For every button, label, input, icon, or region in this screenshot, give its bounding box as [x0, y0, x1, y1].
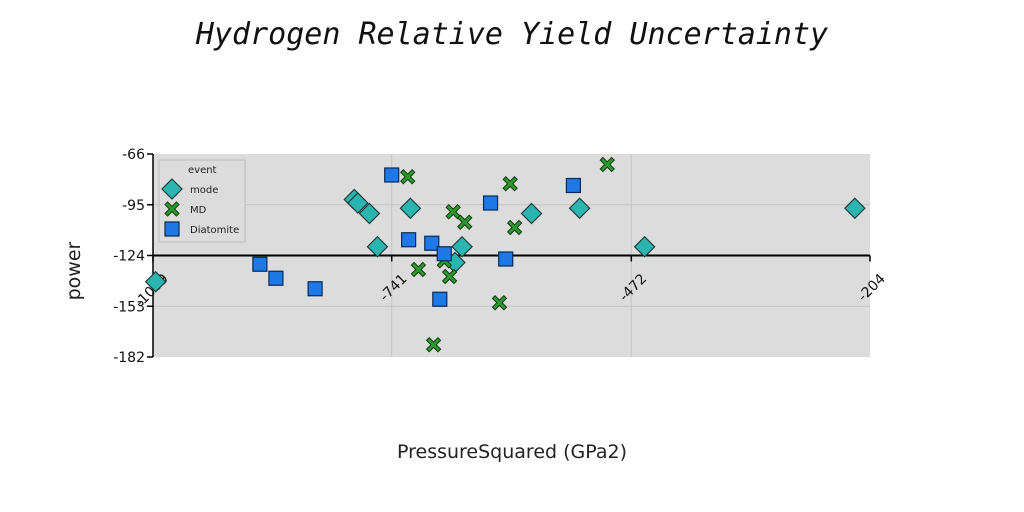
md-point	[425, 337, 442, 353]
legend-title: event	[188, 165, 217, 176]
mode-point	[520, 202, 543, 225]
diatomite-point	[432, 291, 448, 307]
legend: event mode MD Diatomite	[158, 159, 246, 243]
diatomite-point	[401, 232, 417, 248]
md-point	[445, 204, 461, 220]
legend-md-label: MD	[190, 205, 207, 216]
md-point	[457, 214, 473, 230]
md-point	[502, 176, 518, 192]
md-point	[599, 156, 615, 173]
mode-point	[633, 235, 656, 258]
y-axis-label: power	[63, 241, 85, 300]
md-point	[491, 295, 508, 311]
mode-point	[144, 270, 167, 293]
y-tick-label: -66	[122, 147, 145, 163]
data-points	[144, 156, 866, 353]
mode-point	[844, 197, 866, 220]
diatomite-point	[268, 270, 284, 286]
mode-point	[568, 197, 591, 220]
diatomite-point	[482, 195, 499, 211]
md-point	[441, 268, 458, 285]
legend-diatomite-label: Diatomite	[190, 225, 239, 236]
diatomite-point	[424, 235, 440, 251]
legend-mode-label: mode	[190, 185, 218, 196]
md-point	[400, 169, 416, 185]
mode-point	[451, 235, 473, 258]
mode-point	[366, 235, 389, 258]
y-tick-label: -153	[113, 299, 145, 315]
md-point	[506, 219, 523, 236]
y-tick-label: -182	[113, 350, 145, 366]
diatomite-point	[384, 167, 400, 183]
diatomite-point	[252, 256, 268, 272]
legend-md-marker	[164, 201, 180, 217]
y-tick-label: -124	[113, 249, 145, 265]
mode-point	[358, 202, 381, 225]
md-point	[410, 261, 427, 278]
mode-point	[399, 197, 422, 220]
diatomite-point	[436, 246, 452, 262]
diatomite-point	[498, 251, 514, 267]
legend-diatomite-marker	[164, 221, 180, 237]
y-tick-label: -95	[122, 198, 145, 214]
diatomite-point	[565, 177, 582, 194]
legend-mode-marker	[161, 178, 183, 200]
mode-point	[347, 192, 369, 214]
chart-title: Hydrogen Relative Yield Uncertainty	[195, 17, 828, 52]
x-axis-label: PressureSquared (GPa2)	[397, 441, 627, 463]
diatomite-point	[307, 281, 323, 297]
